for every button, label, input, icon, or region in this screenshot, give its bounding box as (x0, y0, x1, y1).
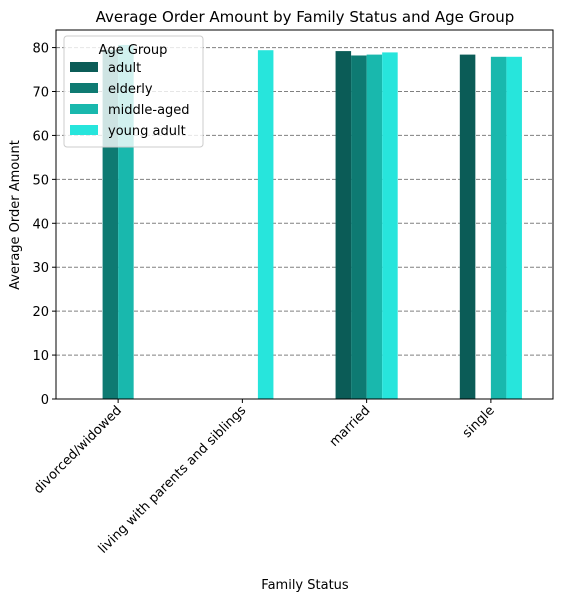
bars (102, 44, 522, 400)
legend-swatch (70, 62, 98, 72)
x-axis-label: Family Status (261, 578, 349, 593)
x-tick-label: living with parents and siblings (96, 403, 250, 557)
bar-middle-aged (490, 56, 507, 400)
bar-young-adult (257, 50, 274, 399)
y-tick-label: 30 (32, 261, 49, 276)
y-tick-label: 10 (32, 349, 49, 364)
legend-label: young adult (108, 124, 186, 139)
y-tick-label: 70 (32, 86, 49, 101)
y-tick-label: 0 (41, 393, 49, 408)
bar-middle-aged (366, 54, 383, 399)
bar-adult (459, 54, 476, 399)
legend-title: Age Group (99, 43, 168, 58)
legend-label: adult (108, 61, 141, 76)
y-tick-label: 50 (32, 173, 49, 188)
y-axis-label: Average Order Amount (8, 140, 23, 290)
y-axis-ticks: 0 10 20 30 40 50 60 70 80 (32, 42, 56, 408)
legend-label: elderly (108, 82, 153, 97)
legend: Age Group adult elderly middle-aged young a… (63, 35, 204, 148)
x-tick-label: divorced/widowed (31, 403, 125, 497)
x-tick-label: married (327, 403, 374, 450)
legend-label: middle-aged (108, 103, 190, 118)
bar-adult (335, 51, 352, 399)
x-tick-label: single (460, 403, 498, 441)
plot-area-frame (55, 29, 554, 400)
y-tick-label: 40 (32, 217, 49, 232)
legend-swatch (70, 125, 98, 135)
y-tick-label: 60 (32, 129, 49, 144)
legend-frame (63, 35, 204, 148)
legend-swatch (70, 83, 98, 93)
chart-title: Average Order Amount by Family Status an… (96, 8, 515, 26)
y-tick-label: 80 (32, 42, 49, 57)
bar-young-adult (382, 52, 398, 400)
y-tick-label: 20 (32, 305, 49, 320)
bar-young-adult (506, 56, 522, 400)
legend-swatch (70, 104, 98, 114)
bar-elderly (351, 55, 367, 399)
